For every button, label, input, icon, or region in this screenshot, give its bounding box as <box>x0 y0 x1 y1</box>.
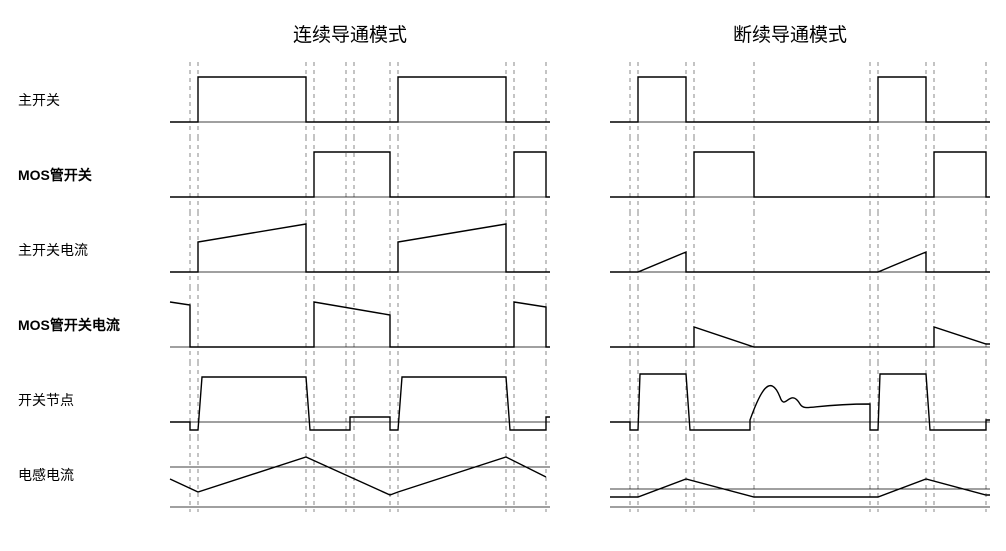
waveform-left-switch_node <box>150 362 550 437</box>
waveform-left-main_current <box>150 212 550 287</box>
row-label-1: MOS管开关 <box>10 137 150 212</box>
waveform-right-switch_node <box>590 362 990 437</box>
waveform-right-mos_switch <box>590 137 990 212</box>
row-label-0: 主开关 <box>10 62 150 137</box>
waveform-left-mos_current <box>150 287 550 362</box>
title-right: 断续导通模式 <box>590 20 990 62</box>
title-left: 连续导通模式 <box>150 20 550 62</box>
row-label-5: 电感电流 <box>10 437 150 512</box>
waveform-left-mos_switch <box>150 137 550 212</box>
row-label-2: 主开关电流 <box>10 212 150 287</box>
waveform-left-inductor_current <box>150 437 550 512</box>
waveform-left-main_switch <box>150 62 550 137</box>
waveform-right-inductor_current <box>590 437 990 512</box>
waveform-right-main_current <box>590 212 990 287</box>
row-label-4: 开关节点 <box>10 362 150 437</box>
waveform-right-main_switch <box>590 62 990 137</box>
waveform-right-mos_current <box>590 287 990 362</box>
row-label-3: MOS管开关电流 <box>10 287 150 362</box>
